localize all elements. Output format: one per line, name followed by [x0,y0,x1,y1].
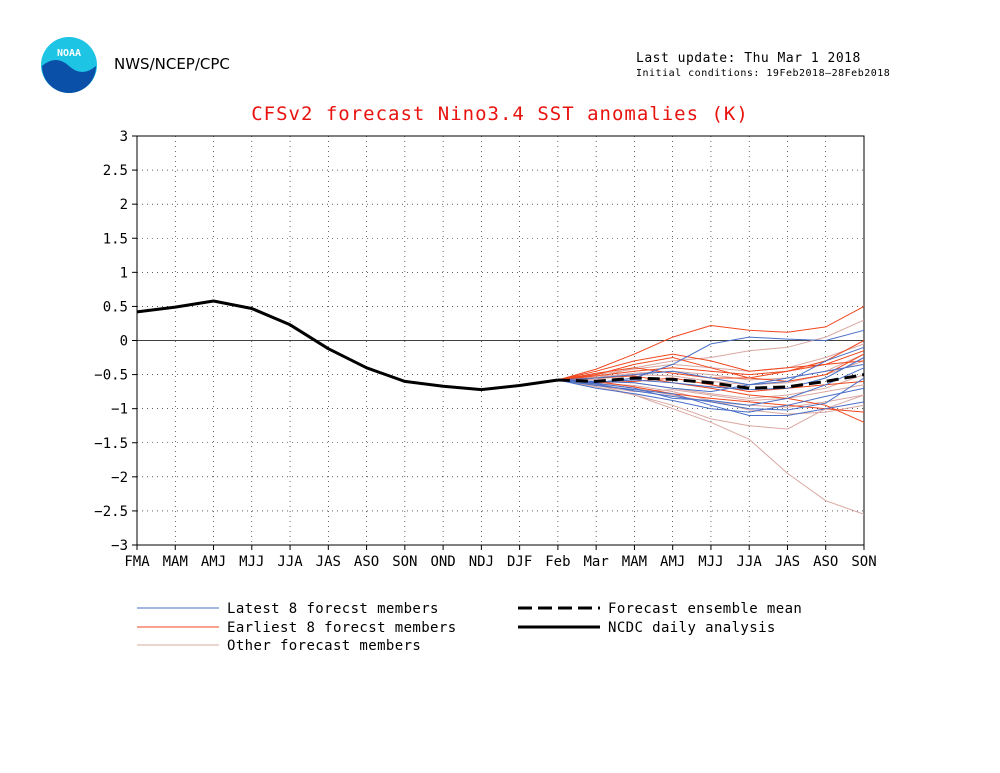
x-tick-label: OND [430,554,455,570]
initial-conditions-text: Initial conditions: 19Feb2018–28Feb2018 [636,68,891,79]
y-tick-label: −3 [111,538,128,554]
y-tick-label: 1 [120,265,128,281]
x-tick-label: SON [851,554,876,570]
legend: Latest 8 forecst members Earliest 8 forec… [137,601,802,654]
forecast-member-line-latest [557,377,865,411]
x-tick-label: MJJ [239,554,264,570]
x-tick-label: DJF [507,554,532,570]
forecast-member-line-latest [557,367,865,406]
x-tick-label: AMJ [201,554,226,570]
legend-label-earliest: Earliest 8 forecst members [227,620,457,636]
forecast-member-line-earliest [557,305,865,381]
logo-text: NOAA [57,48,81,59]
x-tick-label: JAS [775,554,800,570]
chart-title: CFSv2 forecast Nino3.4 SST anomalies (K) [251,103,749,125]
forecast-member-line-earliest [557,379,865,413]
y-tick-label: 3 [120,129,128,145]
legend-label-analysis: NCDC daily analysis [608,620,776,636]
forecast-member-line-latest [557,346,865,386]
agency-label: NWS/NCEP/CPC [114,55,230,73]
forecast-member-line-latest [557,379,865,413]
x-tick-label: MJJ [698,554,723,570]
x-tick-label: Feb [545,554,570,570]
y-tick-label: −1.5 [94,436,128,452]
x-axis: FMA MAM AMJ MJJ JJA JAS ASO SON OND NDJ DJF Feb Mar M… [124,545,877,570]
last-update-text: Last update: Thu Mar 1 2018 [636,51,861,66]
y-tick-label: −0.5 [94,368,128,384]
forecast-member-line-earliest [557,350,865,381]
noaa-logo-icon: NOAA [41,37,97,93]
legend-label-mean: Forecast ensemble mean [608,601,802,617]
y-tick-label: 0 [120,334,128,350]
y-tick-label: −2.5 [94,504,128,520]
y-tick-label: −1 [111,402,128,418]
x-tick-label: JAS [316,554,341,570]
x-tick-label: AMJ [660,554,685,570]
forecast-member-line-other [557,379,865,515]
x-tick-label: MAM [622,554,647,570]
analysis-line [136,299,559,392]
x-tick-label: ASO [813,554,838,570]
x-tick-label: MAM [163,554,188,570]
x-tick-label: ASO [354,554,379,570]
main-lines [136,299,865,392]
x-tick-label: JJA [737,554,763,570]
y-tick-label: 2 [120,197,128,213]
x-tick-label: NDJ [469,554,494,570]
forecast-members [557,305,865,515]
legend-label-other: Other forecast members [227,638,421,654]
x-tick-label: JJA [277,554,303,570]
forecast-member-line-earliest [557,353,865,381]
x-tick-label: Mar [584,554,609,570]
legend-label-latest: Latest 8 forecst members [227,601,439,617]
ensemble-mean-line [557,373,865,390]
y-tick-label: 0.5 [103,299,128,315]
x-tick-label: SON [392,554,417,570]
y-tick-label: −2 [111,470,128,486]
y-tick-label: 1.5 [103,231,128,247]
forecast-member-line-other [557,379,865,402]
y-axis: 3 2.5 2 1.5 1 0.5 0 −0.5 −1 −1.5 −2 −2.5 −3 [94,129,137,554]
y-tick-label: 2.5 [103,163,128,179]
forecast-member-line-latest [557,357,865,391]
x-tick-label: FMA [124,554,150,570]
